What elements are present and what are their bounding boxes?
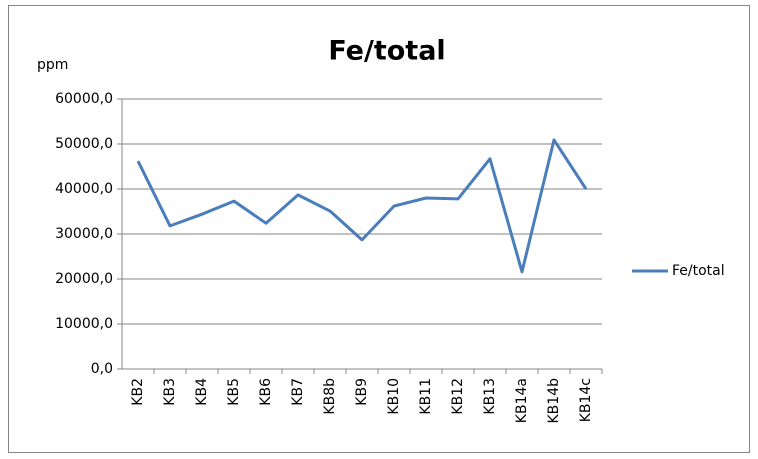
x-tick-label: KB14c (578, 378, 594, 422)
y-tick-label: 50000,0 (55, 136, 113, 152)
series-line (136, 138, 588, 274)
x-tick-label: KB7 (290, 378, 306, 406)
y-tick-label: 40000,0 (55, 181, 113, 197)
x-tick-label: KB4 (194, 378, 210, 406)
y-tick-label: 60000,0 (55, 91, 113, 107)
x-tick-label: KB11 (418, 378, 434, 415)
x-tick-label: KB12 (450, 378, 466, 415)
x-tick-label: KB6 (258, 378, 274, 406)
y-tick-label: 0,0 (91, 361, 113, 377)
x-tick-label: KB5 (226, 378, 242, 406)
legend-label: Fe/total (672, 263, 725, 279)
chart-title: Fe/total (328, 36, 445, 67)
x-tick-label: KB8b (322, 378, 338, 415)
x-tick-label: KB13 (482, 378, 498, 415)
x-tick-label: KB9 (354, 378, 370, 406)
y-tick-label: 10000,0 (55, 316, 113, 332)
x-tick-label: KB3 (162, 378, 178, 406)
x-tick-label: KB10 (386, 378, 402, 415)
y-axis-label: ppm (37, 57, 68, 73)
x-tick-label: KB2 (130, 378, 146, 406)
y-tick-label: 30000,0 (55, 226, 113, 242)
y-tick-label: 20000,0 (55, 271, 113, 287)
chart-border (8, 5, 750, 453)
x-tick-label: KB14a (514, 378, 530, 423)
x-tick-label: KB14b (546, 378, 562, 424)
